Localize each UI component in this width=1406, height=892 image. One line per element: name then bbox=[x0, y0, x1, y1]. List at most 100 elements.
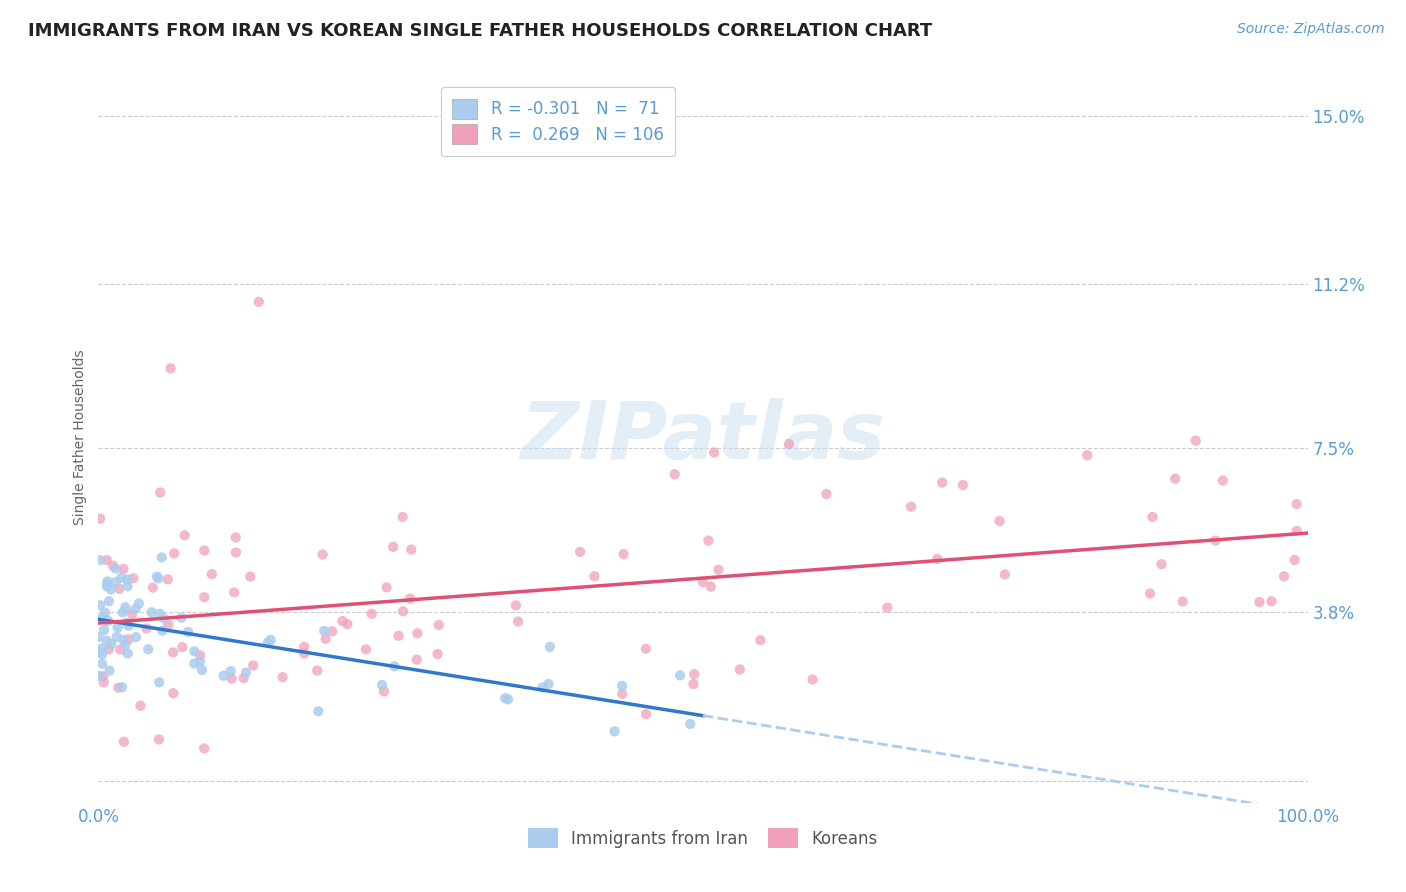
Point bbox=[271, 670, 294, 684]
Point bbox=[1150, 558, 1173, 572]
Point bbox=[373, 684, 395, 698]
Point bbox=[112, 632, 135, 647]
Point bbox=[392, 604, 415, 618]
Point bbox=[988, 514, 1011, 528]
Point bbox=[778, 437, 800, 451]
Point bbox=[496, 692, 519, 706]
Point bbox=[354, 642, 377, 657]
Point bbox=[183, 644, 205, 658]
Point bbox=[90, 641, 112, 656]
Point bbox=[247, 294, 270, 309]
Point bbox=[117, 579, 139, 593]
Point bbox=[952, 478, 974, 492]
Point bbox=[87, 645, 110, 659]
Point bbox=[107, 681, 129, 695]
Point bbox=[98, 594, 121, 608]
Point bbox=[707, 563, 730, 577]
Point bbox=[427, 618, 450, 632]
Point bbox=[1184, 434, 1206, 448]
Point bbox=[193, 591, 215, 605]
Point bbox=[399, 591, 422, 606]
Point bbox=[148, 675, 170, 690]
Point bbox=[101, 558, 124, 573]
Point bbox=[728, 663, 751, 677]
Point bbox=[927, 552, 949, 566]
Point bbox=[703, 445, 725, 459]
Point bbox=[146, 569, 169, 583]
Point bbox=[118, 619, 141, 633]
Point bbox=[531, 681, 554, 695]
Point bbox=[108, 582, 131, 596]
Point bbox=[114, 638, 136, 652]
Point bbox=[232, 671, 254, 685]
Point bbox=[177, 624, 200, 639]
Point bbox=[692, 574, 714, 589]
Point bbox=[1285, 497, 1308, 511]
Point bbox=[401, 542, 423, 557]
Point bbox=[1139, 586, 1161, 600]
Point bbox=[315, 632, 337, 646]
Point bbox=[569, 545, 592, 559]
Point bbox=[406, 626, 429, 640]
Point bbox=[321, 624, 343, 639]
Point bbox=[876, 600, 898, 615]
Point bbox=[610, 679, 633, 693]
Point bbox=[149, 485, 172, 500]
Point bbox=[112, 735, 135, 749]
Point bbox=[98, 664, 121, 678]
Point bbox=[148, 571, 170, 585]
Point bbox=[162, 645, 184, 659]
Point bbox=[201, 567, 224, 582]
Point bbox=[801, 673, 824, 687]
Point bbox=[129, 698, 152, 713]
Point bbox=[91, 669, 114, 683]
Point bbox=[93, 623, 115, 637]
Point bbox=[312, 548, 335, 562]
Point bbox=[1249, 595, 1271, 609]
Point bbox=[683, 667, 706, 681]
Point bbox=[336, 617, 359, 632]
Point bbox=[173, 528, 195, 542]
Text: ZIPatlas: ZIPatlas bbox=[520, 398, 886, 476]
Point bbox=[669, 668, 692, 682]
Point bbox=[97, 614, 120, 628]
Point bbox=[1076, 449, 1098, 463]
Point bbox=[112, 562, 135, 576]
Point bbox=[242, 658, 264, 673]
Point bbox=[163, 546, 186, 560]
Point bbox=[1284, 553, 1306, 567]
Point bbox=[360, 607, 382, 621]
Legend: Immigrants from Iran, Koreans: Immigrants from Iran, Koreans bbox=[520, 820, 886, 856]
Point bbox=[94, 606, 117, 620]
Point bbox=[815, 487, 838, 501]
Point bbox=[141, 605, 163, 619]
Point bbox=[93, 675, 115, 690]
Point bbox=[612, 687, 634, 701]
Point bbox=[537, 677, 560, 691]
Point bbox=[505, 599, 527, 613]
Point bbox=[117, 647, 139, 661]
Y-axis label: Single Father Households: Single Father Households bbox=[73, 350, 87, 524]
Point bbox=[219, 664, 242, 678]
Point bbox=[97, 642, 120, 657]
Point bbox=[494, 691, 516, 706]
Point bbox=[111, 680, 134, 694]
Point bbox=[1204, 533, 1226, 548]
Point bbox=[89, 553, 111, 567]
Point bbox=[682, 677, 704, 691]
Point bbox=[89, 511, 111, 525]
Point bbox=[118, 632, 141, 647]
Point bbox=[115, 615, 138, 630]
Text: Source: ZipAtlas.com: Source: ZipAtlas.com bbox=[1237, 22, 1385, 37]
Point bbox=[136, 642, 159, 657]
Point bbox=[636, 707, 658, 722]
Point bbox=[170, 611, 193, 625]
Point bbox=[100, 637, 122, 651]
Point bbox=[193, 543, 215, 558]
Point bbox=[375, 580, 398, 594]
Point bbox=[538, 640, 561, 654]
Point bbox=[104, 575, 127, 590]
Point bbox=[110, 571, 132, 585]
Point bbox=[1212, 474, 1234, 488]
Point bbox=[235, 665, 257, 680]
